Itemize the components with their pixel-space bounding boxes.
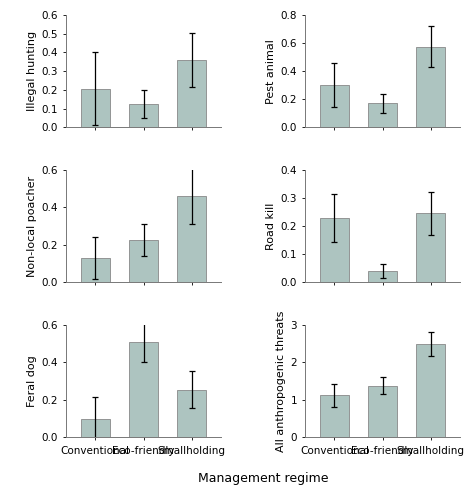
Bar	[129, 104, 158, 127]
Bar	[177, 196, 206, 282]
Bar	[177, 390, 206, 437]
Y-axis label: All anthropogenic threats: All anthropogenic threats	[276, 311, 286, 452]
Bar	[320, 396, 349, 437]
Bar	[368, 271, 397, 282]
Bar	[129, 240, 158, 282]
Bar	[368, 386, 397, 437]
Bar	[368, 103, 397, 127]
Bar	[320, 85, 349, 127]
Y-axis label: Road kill: Road kill	[266, 202, 276, 250]
Bar	[81, 258, 110, 282]
Bar	[177, 60, 206, 127]
Y-axis label: Non-local poacher: Non-local poacher	[27, 175, 37, 277]
Bar	[81, 89, 110, 127]
Y-axis label: Feral dog: Feral dog	[27, 355, 37, 407]
Bar	[81, 418, 110, 437]
Bar	[320, 218, 349, 282]
Bar	[416, 344, 445, 437]
Bar	[416, 214, 445, 282]
Text: Management regime: Management regime	[198, 472, 328, 485]
Bar	[416, 47, 445, 127]
Y-axis label: Pest animal: Pest animal	[266, 39, 276, 103]
Y-axis label: Illegal hunting: Illegal hunting	[27, 31, 37, 111]
Bar	[129, 342, 158, 437]
